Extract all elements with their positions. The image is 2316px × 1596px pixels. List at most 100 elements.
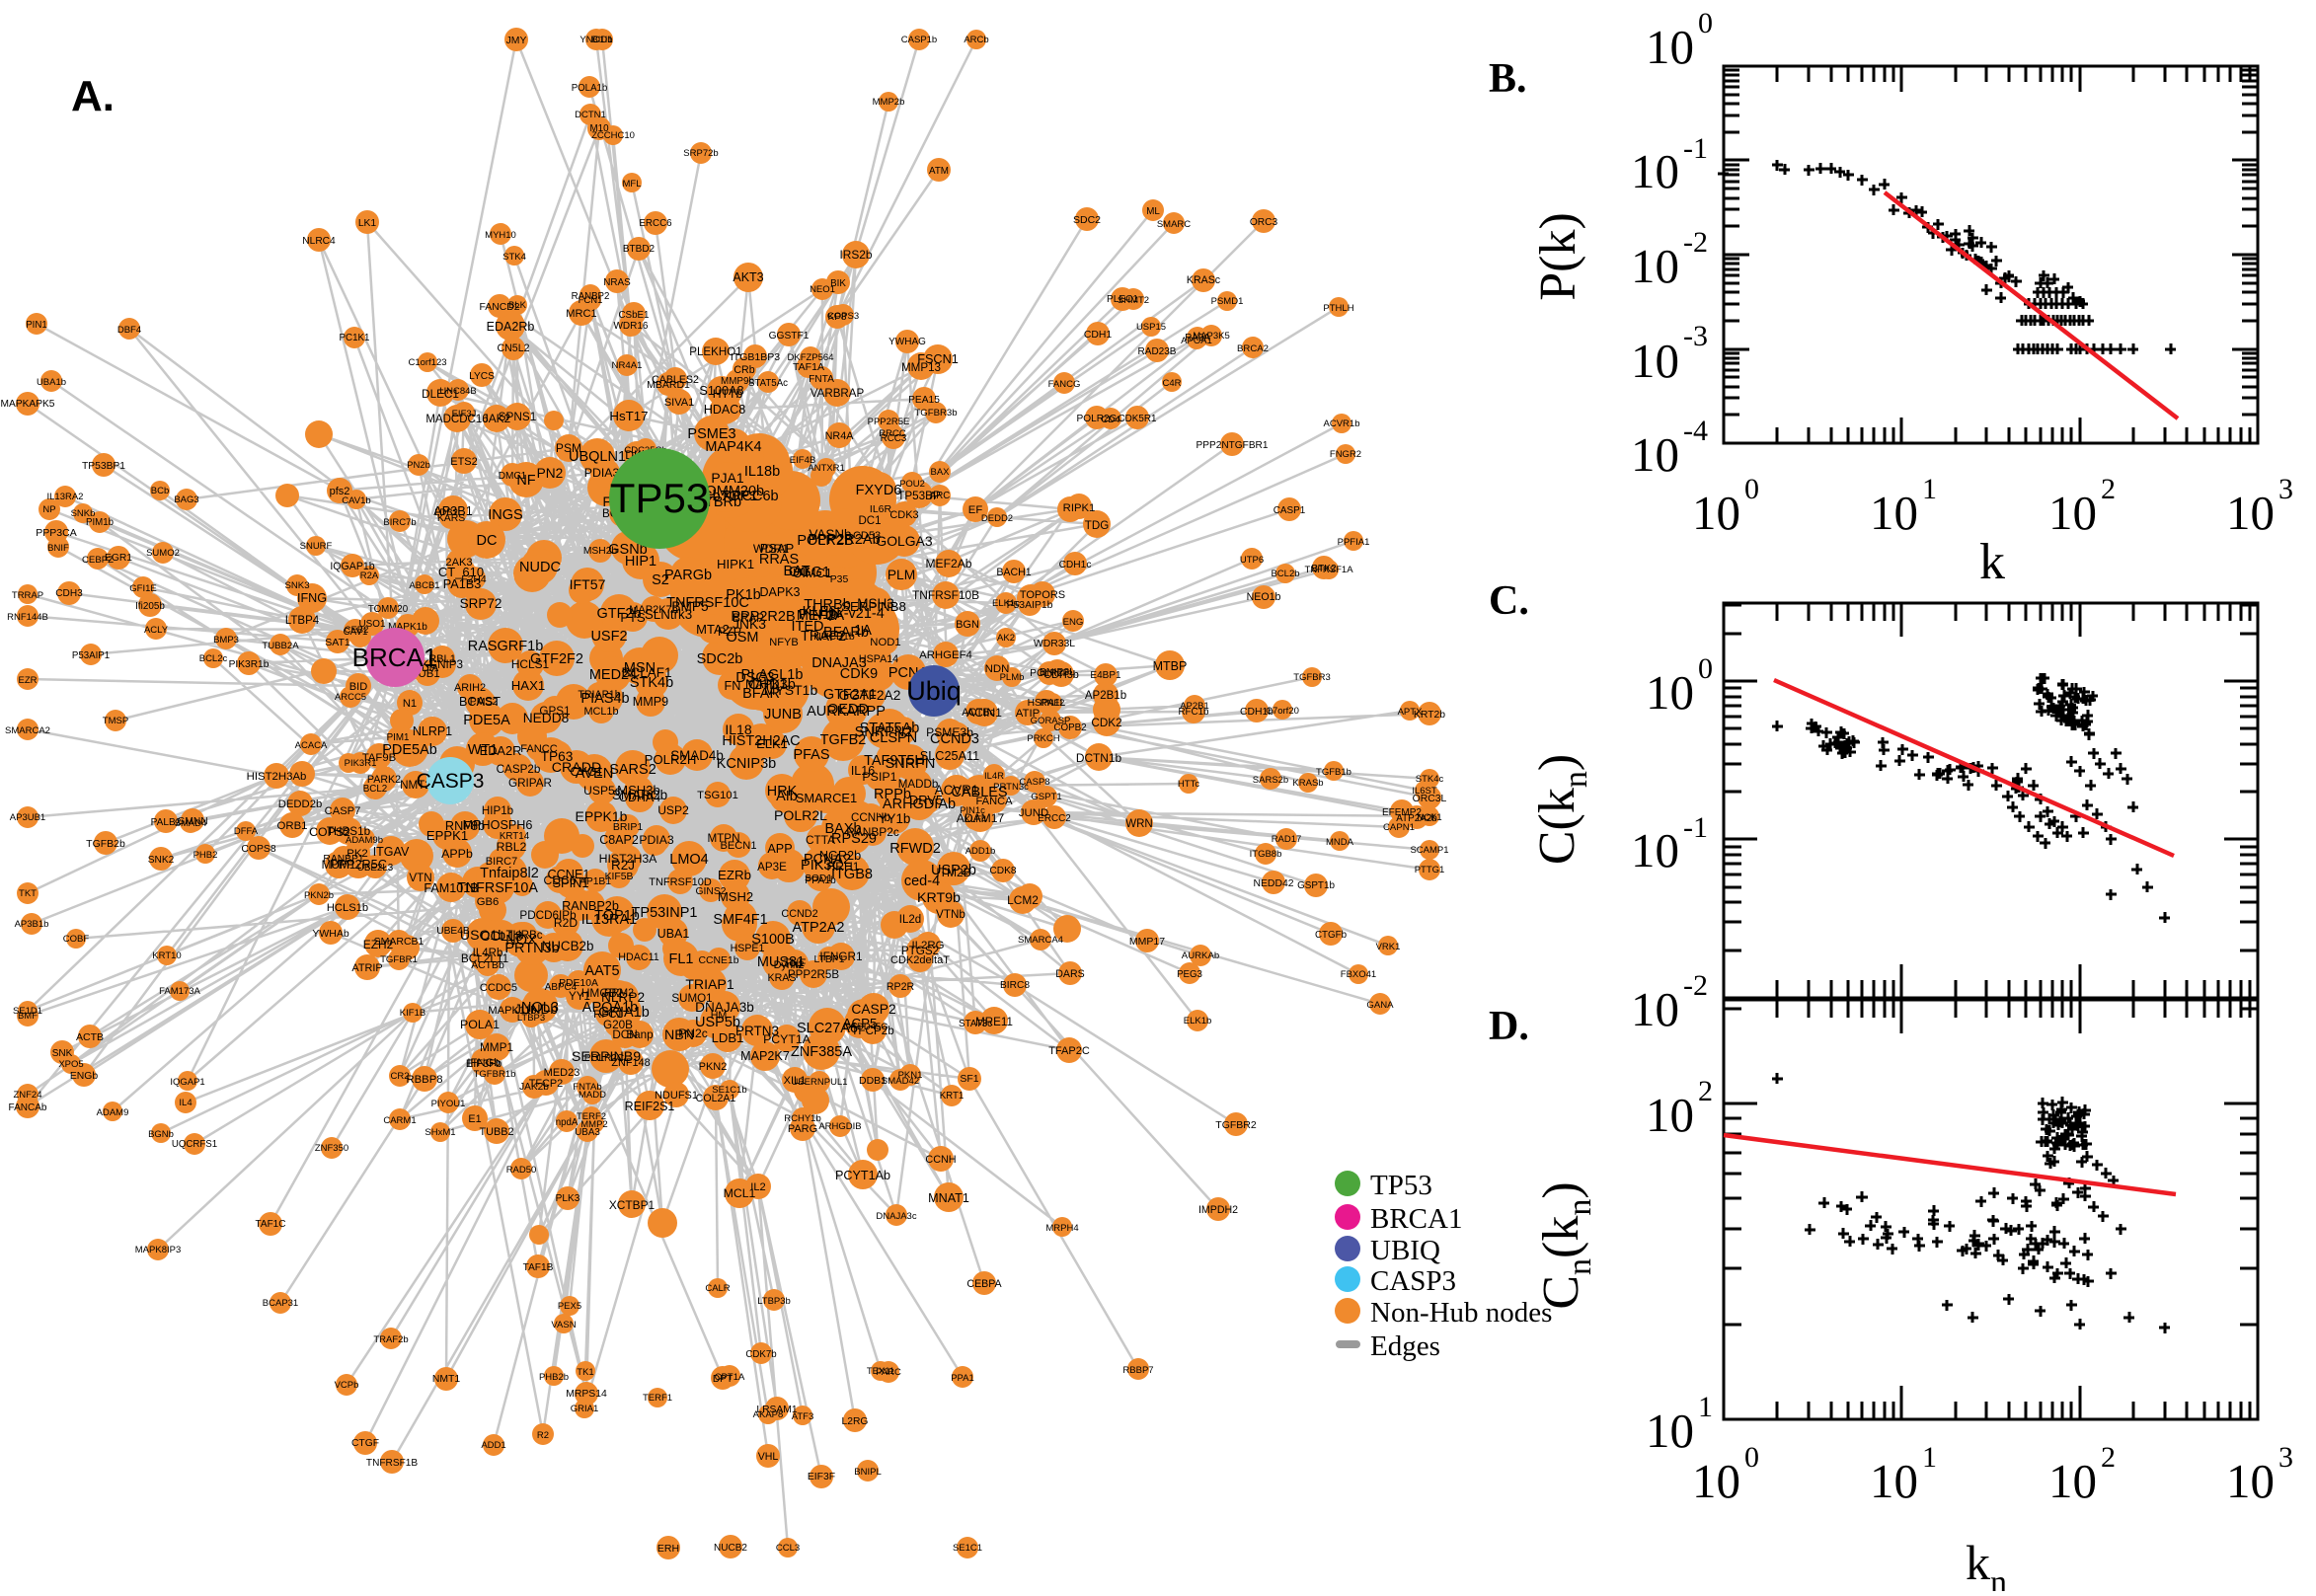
svg-text:JUNDb: JUNDb (514, 1002, 558, 1017)
svg-text:POLR2B: POLR2B (797, 533, 853, 549)
svg-text:FANCC: FANCC (520, 743, 558, 755)
svg-text:IL6R: IL6R (870, 503, 892, 515)
svg-text:SMF4F1: SMF4F1 (713, 912, 767, 928)
svg-text:CDH3b: CDH3b (1043, 669, 1079, 681)
svg-text:RAD50: RAD50 (506, 1165, 537, 1176)
svg-text:HsT17: HsT17 (609, 409, 648, 423)
svg-text:KRT1: KRT1 (940, 1091, 965, 1102)
svg-text:YY1: YY1 (569, 990, 590, 1003)
svg-text:0: 0 (1698, 652, 1713, 685)
svg-text:-1: -1 (1683, 811, 1708, 844)
svg-text:UIMC1: UIMC1 (793, 566, 832, 580)
svg-text:PRKCH: PRKCH (1027, 733, 1059, 744)
svg-text:RCC3: RCC3 (881, 433, 907, 444)
svg-text:VTN: VTN (409, 872, 431, 884)
svg-text:10: 10 (2226, 1454, 2275, 1508)
svg-text:NOX: NOX (505, 933, 537, 949)
svg-text:MPHOSPH6: MPHOSPH6 (463, 818, 533, 832)
svg-text:PARC: PARC (876, 1367, 901, 1378)
svg-text:HIPK1: HIPK1 (717, 557, 754, 571)
svg-text:CDK9: CDK9 (840, 666, 878, 682)
svg-text:NEO1: NEO1 (810, 284, 835, 295)
svg-text:CLSPN: CLSPN (870, 730, 917, 746)
svg-text:SMARCA2: SMARCA2 (5, 725, 50, 736)
svg-text:MCL1: MCL1 (724, 1186, 756, 1200)
svg-text:HM: HM (711, 1010, 728, 1022)
svg-text:CCND2: CCND2 (781, 908, 817, 920)
svg-text:SDC2: SDC2 (1073, 214, 1101, 226)
svg-text:IL18b: IL18b (744, 464, 780, 480)
svg-text:EDA2R: EDA2R (480, 743, 522, 758)
svg-text:UNC84B: UNC84B (439, 386, 477, 397)
svg-text:R2: R2 (537, 1430, 549, 1441)
svg-text:TEX11: TEX11 (867, 1366, 894, 1377)
svg-text:IFNGb: IFNGb (467, 1057, 500, 1069)
svg-text:NF: NF (516, 473, 535, 489)
svg-text:POLA1b: POLA1b (572, 83, 608, 94)
svg-text:TUBB2A: TUBB2A (262, 641, 299, 651)
svg-text:PIM1b: PIM1b (86, 517, 114, 528)
svg-text:MTPN: MTPN (707, 832, 739, 845)
svg-text:DBF4: DBF4 (117, 325, 141, 336)
svg-text:IMPDH2: IMPDH2 (1198, 1204, 1238, 1216)
svg-text:CDC6: CDC6 (544, 874, 577, 887)
svg-text:LDB2: LDB2 (434, 507, 458, 518)
svg-text:ABPC4: ABPC4 (545, 982, 578, 993)
svg-text:NLRP2: NLRP2 (601, 990, 645, 1005)
svg-text:PKN2b: PKN2b (304, 890, 334, 901)
svg-text:AKAP8: AKAP8 (753, 1409, 784, 1420)
svg-text:10: 10 (1870, 1454, 1918, 1508)
svg-text:SERPINB9: SERPINB9 (572, 1049, 641, 1065)
svg-text:PPP2R5E: PPP2R5E (868, 417, 910, 427)
svg-text:STK4b: STK4b (630, 675, 673, 691)
svg-text:CASP1b: CASP1b (901, 35, 937, 45)
svg-text:CCDC5: CCDC5 (480, 982, 517, 994)
svg-text:ZNF24: ZNF24 (13, 1090, 41, 1101)
svg-text:MMP9: MMP9 (633, 695, 668, 709)
svg-text:PJA1: PJA1 (711, 470, 743, 486)
svg-text:EZRb: EZRb (718, 868, 751, 882)
svg-text:VCPb: VCPb (335, 1380, 359, 1391)
svg-text:SPNS1: SPNS1 (499, 410, 537, 423)
svg-text:POLR2L: POLR2L (774, 807, 827, 823)
svg-text:PDCD6IPb: PDCD6IPb (519, 909, 577, 922)
svg-text:PDE5Ab: PDE5Ab (382, 742, 437, 758)
svg-text:3: 3 (2278, 1441, 2293, 1474)
svg-text:MYST1b: MYST1b (764, 682, 818, 698)
svg-text:PRTN3c: PRTN3c (993, 782, 1029, 793)
svg-text:BTK2: BTK2 (1311, 564, 1337, 574)
svg-text:OGG1: OGG1 (789, 565, 830, 580)
svg-text:ACP5: ACP5 (843, 1016, 878, 1030)
svg-text:RRAS: RRAS (759, 552, 799, 568)
svg-text:VHL: VHL (758, 1451, 779, 1463)
svg-text:IL4R: IL4R (984, 771, 1004, 782)
svg-text:ARC: ARC (930, 491, 950, 501)
svg-text:SMARCE1: SMARCE1 (796, 791, 857, 805)
svg-text:STAT5Ab: STAT5Ab (860, 721, 920, 736)
svg-text:GGSTF1: GGSTF1 (769, 331, 810, 342)
svg-text:SARS2: SARS2 (609, 762, 656, 778)
svg-text:SERPINB8: SERPINB8 (841, 599, 906, 614)
svg-text:TGFBR3b: TGFBR3b (914, 408, 957, 418)
svg-text:CDH1b: CDH1b (1240, 707, 1274, 718)
svg-text:NUCB2: NUCB2 (714, 1543, 747, 1554)
svg-text:C1orf123: C1orf123 (408, 357, 446, 368)
svg-text:KRASc: KRASc (1187, 274, 1221, 286)
svg-text:RNF8b: RNF8b (445, 819, 485, 833)
svg-text:10: 10 (1646, 1088, 1694, 1142)
svg-text:NEO1b: NEO1b (1247, 591, 1281, 603)
svg-text:NUCB1b: NUCB1b (813, 631, 855, 643)
svg-text:POLR2C: POLR2C (584, 1053, 624, 1064)
svg-text:CDK5R1: CDK5R1 (1119, 414, 1157, 424)
svg-text:FN: FN (725, 679, 741, 693)
svg-text:SMAD4: SMAD4 (175, 818, 207, 829)
svg-text:RFWD2: RFWD2 (889, 841, 941, 857)
svg-text:ERCC6: ERCC6 (639, 218, 672, 229)
svg-text:SRP72: SRP72 (460, 596, 502, 611)
svg-text:BACH1: BACH1 (996, 567, 1031, 578)
svg-text:SNK3: SNK3 (284, 580, 309, 591)
svg-text:NEDD8: NEDD8 (523, 711, 570, 725)
svg-text:Edges: Edges (1370, 1330, 1440, 1362)
svg-text:ADD1: ADD1 (481, 1440, 505, 1451)
svg-text:NCK1: NCK1 (1417, 812, 1441, 823)
